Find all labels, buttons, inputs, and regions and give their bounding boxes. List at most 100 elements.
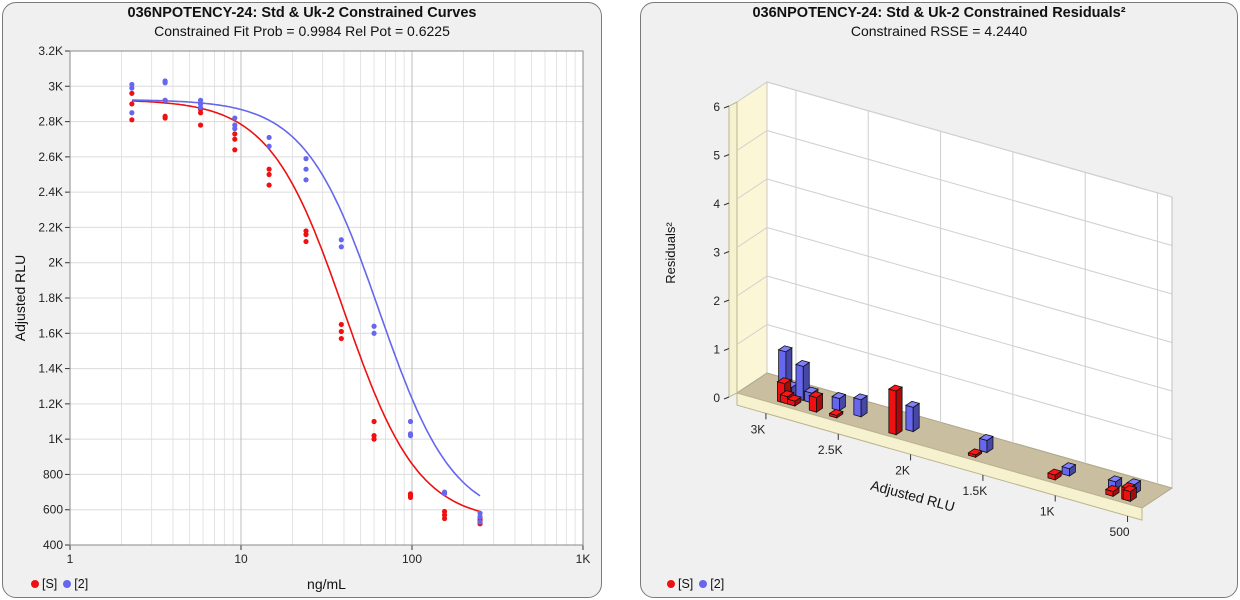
- data-point-s: [371, 436, 377, 442]
- y-tick-label: 2.4K: [38, 185, 63, 199]
- y-tick-label: 1.8K: [38, 291, 63, 305]
- grid-line: [736, 227, 768, 248]
- data-point-s: [129, 117, 135, 123]
- data-point-2: [303, 177, 309, 183]
- data-point-s: [129, 90, 135, 96]
- y-tick: [723, 396, 730, 400]
- data-point-2: [477, 514, 483, 520]
- bar-top-face: [831, 392, 847, 399]
- data-point-s: [197, 110, 204, 116]
- chart-title: 036NPOTENCY-24: Std & Uk-2 Constrained C…: [127, 5, 477, 21]
- y-tick-label: 3K: [48, 79, 63, 93]
- y-tick-label: 0: [713, 391, 720, 405]
- data-point-s: [338, 321, 344, 328]
- data-point-s: [266, 182, 272, 188]
- bar-top-face: [777, 345, 793, 353]
- grid-line: [736, 178, 768, 200]
- grid-line: [766, 178, 1173, 295]
- curves-panel: 036NPOTENCY-24: Std & Uk-2 Constrained C…: [2, 2, 602, 598]
- chart-subtitle: Constrained RSSE = 4.2440: [850, 23, 1028, 39]
- data-point-s: [232, 147, 238, 153]
- bar-front-face: [853, 397, 862, 418]
- y-tick-label: 1.4K: [38, 362, 63, 376]
- x-tick-label: 1K: [1040, 504, 1055, 518]
- bar-top-face: [978, 433, 994, 441]
- data-point-2: [129, 110, 135, 116]
- data-point-s: [303, 231, 309, 238]
- data-point-s: [441, 515, 448, 522]
- residual-bar-s: [1046, 468, 1063, 481]
- residuals-3d-chart: 0 1 2 3 4 5 6 3K 2.5K 2K 1.5K 1K 500 Adjusted RLU Resi…: [663, 81, 1174, 539]
- y-tick: [723, 105, 730, 109]
- grid-line: [766, 130, 1173, 246]
- y-tick-label: 800: [43, 467, 63, 481]
- bar-top-face: [776, 377, 792, 385]
- grid-line: [736, 324, 768, 345]
- left-wall-edge: [728, 101, 738, 398]
- bar-front-face: [795, 363, 804, 401]
- y-tick-label: 1.6K: [38, 326, 63, 340]
- grid-line: [766, 324, 1173, 440]
- data-point-2: [371, 323, 377, 329]
- bar-top-face: [779, 390, 795, 398]
- y-tick-label: 3.2K: [38, 44, 63, 58]
- x-axis-label: ng/mL: [307, 576, 346, 592]
- x-tick-label: 1: [67, 552, 74, 566]
- y-tick-label: 3: [713, 246, 720, 260]
- y-tick: [723, 348, 730, 351]
- data-point-s: [162, 113, 168, 119]
- grid-line: [766, 227, 1173, 343]
- x-tick-label: 2K: [895, 463, 910, 477]
- x-tick-label: 100: [402, 552, 422, 566]
- plot-frame: [69, 50, 584, 546]
- x-tick-label: 1K: [576, 552, 591, 566]
- bar-front-face: [808, 395, 817, 413]
- data-point-2: [197, 104, 204, 111]
- fit-curve-1: [131, 99, 481, 497]
- bar-top-face: [967, 448, 983, 456]
- grid-line: [736, 81, 768, 103]
- bar-top-face: [808, 391, 824, 399]
- residual-bar-s: [786, 394, 802, 407]
- residuals-panel: 036NPOTENCY-24: Std & Uk-2 Constrained R…: [640, 2, 1238, 598]
- bar-top-face: [1122, 485, 1138, 493]
- data-point-2: [338, 244, 344, 250]
- floor-front-edge: [736, 392, 1143, 521]
- data-point-2: [477, 519, 483, 525]
- residual-bar-2: [904, 400, 921, 433]
- bar-top-face: [887, 384, 904, 392]
- data-point-2: [303, 156, 309, 162]
- data-point-2: [266, 143, 272, 149]
- legend-label-2: [2]: [710, 577, 725, 591]
- data-point-2: [266, 134, 272, 141]
- y-tick-label: 1K: [48, 432, 63, 446]
- bar-top-face: [904, 400, 921, 408]
- y-tick-label: 5: [713, 149, 720, 163]
- legend-label-2: [2]: [74, 577, 89, 591]
- data-point-s: [232, 136, 238, 142]
- y-tick-label: 2K: [48, 256, 63, 270]
- x-tick-label: 3K: [751, 422, 766, 436]
- bar-front-face: [888, 388, 897, 436]
- x-tick-label: 1.5K: [963, 484, 988, 498]
- data-point-2: [407, 433, 414, 439]
- y-tick-label: 1: [713, 343, 720, 357]
- y-tick-label: 4: [713, 197, 720, 211]
- y-tick-label: 600: [43, 503, 63, 517]
- bar-top-face: [828, 408, 844, 416]
- data-point-2: [338, 237, 344, 243]
- y-tick: [723, 251, 730, 254]
- legend-swatch-2: [699, 580, 708, 588]
- data-point-2: [129, 85, 135, 91]
- legend-swatch-s: [31, 580, 39, 588]
- bar-front-face: [905, 404, 914, 433]
- y-tick-label: 400: [43, 538, 63, 552]
- data-point-2: [162, 80, 168, 86]
- residual-bar-s: [887, 384, 904, 436]
- grid-line: [766, 275, 1173, 392]
- residual-bar-s: [1122, 485, 1138, 503]
- grid-line: [736, 275, 768, 297]
- residual-bar-s: [808, 391, 824, 413]
- y-tick-label: 2: [713, 294, 720, 308]
- bar-top-face: [1104, 485, 1121, 492]
